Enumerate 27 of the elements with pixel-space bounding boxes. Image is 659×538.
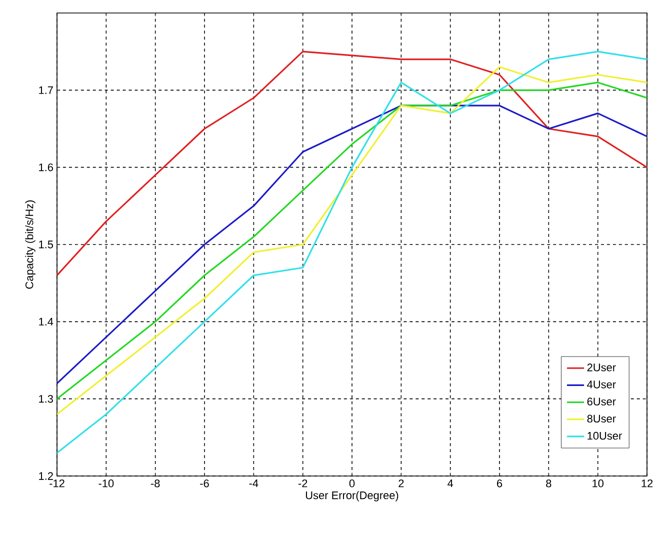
x-tick-label: 12 bbox=[642, 480, 653, 488]
y-axis-title: Capacity (bit/s/Hz) bbox=[25, 200, 36, 289]
x-tick-label: 6 bbox=[497, 480, 502, 488]
x-tick-label: -2 bbox=[298, 480, 308, 488]
y-tick-label: 1.7 bbox=[39, 86, 53, 94]
line-series bbox=[57, 50, 648, 276]
y-tick-label: 1.4 bbox=[39, 318, 54, 326]
x-tick-label: 10 bbox=[592, 480, 604, 488]
legend-label: 2User bbox=[587, 364, 616, 372]
y-tick-label: 1.6 bbox=[39, 163, 53, 172]
x-tick-label: -6 bbox=[200, 480, 209, 488]
legend-label: 4User bbox=[587, 380, 616, 388]
x-tick-label: 2 bbox=[398, 480, 404, 488]
legend-label: 8User bbox=[587, 414, 616, 423]
x-tick-label: -12 bbox=[50, 480, 64, 488]
x-tick-label: 4 bbox=[448, 480, 454, 488]
x-axis-title: User Error(Degree) bbox=[306, 491, 398, 502]
y-tick-label: 1.5 bbox=[39, 240, 54, 248]
x-tick-label: -8 bbox=[150, 480, 160, 488]
x-tick-label: 0 bbox=[349, 480, 355, 488]
y-tick-label: 1.2 bbox=[39, 472, 53, 480]
legend-label: 10User bbox=[588, 432, 622, 440]
x-tick-label: -10 bbox=[98, 480, 114, 488]
legend-label: 6User bbox=[587, 398, 616, 406]
y-tick-label: 1.3 bbox=[39, 394, 53, 403]
x-tick-label: -4 bbox=[249, 480, 258, 488]
x-tick-label: 8 bbox=[546, 480, 552, 488]
